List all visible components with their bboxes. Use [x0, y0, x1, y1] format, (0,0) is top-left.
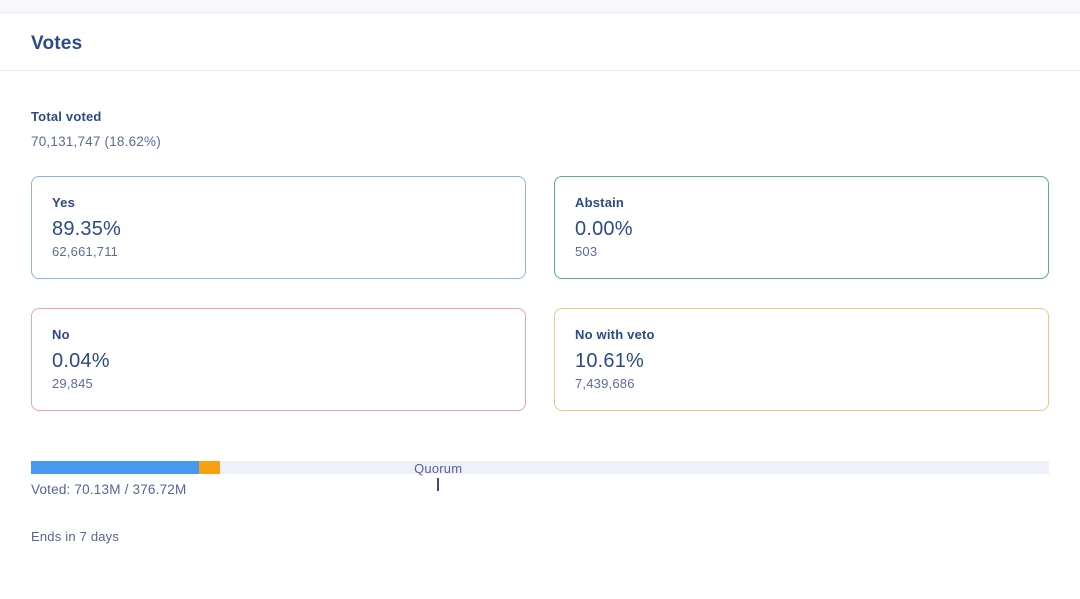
turnout-progress-bar — [31, 461, 1049, 474]
voting-ends-in: Ends in 7 days — [31, 529, 120, 544]
vote-card-abstain: Abstain 0.00% 503 — [554, 176, 1049, 279]
quorum-label: Quorum — [414, 461, 463, 476]
vote-card-no-with-veto: No with veto 10.61% 7,439,686 — [554, 308, 1049, 411]
turnout-bar-voted-segment — [31, 461, 199, 474]
quorum-tick-marker — [437, 478, 440, 491]
votes-panel-body: Total voted 70,131,747 (18.62%) Yes 89.3… — [0, 71, 1080, 545]
vote-option-count: 29,845 — [52, 376, 93, 391]
vote-option-label: Yes — [52, 195, 76, 210]
vote-option-percent: 0.04% — [52, 350, 110, 372]
vote-option-percent: 10.61% — [575, 350, 645, 372]
total-voted-label: Total voted — [31, 109, 102, 124]
vote-option-count: 62,661,711 — [52, 244, 119, 259]
header-divider — [0, 70, 1080, 71]
vote-option-label: No with veto — [575, 327, 655, 342]
page-title: Votes — [31, 33, 83, 54]
vote-option-label: Abstain — [575, 195, 625, 210]
top-strip — [0, 0, 1080, 13]
quorum-section: Quorum Voted: 70.13M / 376.72M — [31, 461, 1049, 498]
vote-card-no: No 0.04% 29,845 — [31, 308, 526, 411]
total-voted-value: 70,131,747 (18.62%) — [31, 134, 161, 149]
turnout-bar-veto-segment — [198, 461, 221, 474]
vote-card-yes: Yes 89.35% 62,661,711 — [31, 176, 526, 279]
vote-option-label: No — [52, 327, 70, 342]
votes-panel-header: Votes — [0, 13, 1080, 55]
vote-option-percent: 0.00% — [575, 218, 633, 240]
voted-summary: Voted: 70.13M / 376.72M — [31, 482, 187, 497]
vote-option-count: 7,439,686 — [575, 376, 635, 391]
vote-option-count: 503 — [575, 244, 598, 259]
vote-options-grid: Yes 89.35% 62,661,711 Abstain 0.00% 503 … — [31, 176, 1049, 411]
vote-option-percent: 89.35% — [52, 218, 122, 240]
